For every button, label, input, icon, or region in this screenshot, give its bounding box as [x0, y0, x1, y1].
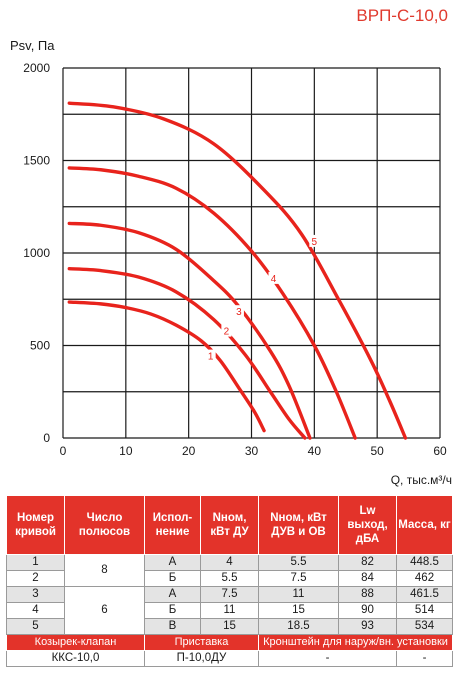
curve-label-5: 5: [312, 237, 318, 248]
y-tick-label: 1500: [23, 154, 50, 168]
cell-bracket-outdoor: -: [258, 650, 397, 667]
cell-mass: 534: [396, 618, 453, 635]
cell-bracket-indoor: -: [396, 650, 453, 667]
curve-2: [67, 267, 307, 440]
cell-curve: 2: [6, 570, 65, 587]
cell-curve: 5: [6, 618, 65, 635]
y-tick-label: 0: [43, 431, 50, 445]
cell-power-du: 15: [200, 618, 259, 635]
cell-power-duv: 15: [258, 602, 339, 619]
cell-power-du: 4: [200, 554, 259, 571]
curve-label-bg: [221, 324, 232, 337]
cell-power-duv: 11: [258, 586, 339, 603]
x-tick-label: 60: [433, 444, 447, 458]
cell-curve: 4: [6, 602, 65, 619]
chart-title: ВРП-С-10,0: [356, 6, 448, 25]
table-row: 3 6 А 7.5 11 88 461.5: [6, 586, 453, 635]
curve-label-bg: [205, 349, 216, 362]
curve-label-3: 3: [236, 307, 242, 318]
cell-lw: 93: [338, 618, 397, 635]
x-tick-label: 30: [245, 444, 259, 458]
cell-power-du: 7.5: [200, 586, 259, 603]
y-tick-label: 2000: [23, 61, 50, 75]
cell-mass: 462: [396, 570, 453, 587]
x-tick-label: 0: [60, 444, 67, 458]
y-tick-label: 1000: [23, 246, 50, 260]
cell-hood-valve: ККС-10,0: [6, 650, 145, 667]
cell-power-duv: 18.5: [258, 618, 339, 635]
cell-lw: 84: [338, 570, 397, 587]
cell-power-duv: 7.5: [258, 570, 339, 587]
spec-table: Номер кривой Число полюсов Испол-нение N…: [6, 495, 453, 667]
accessories-values-row: ККС-10,0 П-10,0ДУ - -: [6, 650, 453, 667]
cell-poles-6: 6: [64, 586, 145, 635]
cell-mass: 461.5: [396, 586, 453, 603]
curve-3: [67, 221, 312, 440]
curve-4: [67, 166, 357, 440]
x-tick-label: 50: [370, 444, 384, 458]
curve-label-bg: [309, 234, 320, 247]
curve-1: [67, 300, 266, 433]
cell-mass: 448.5: [396, 554, 453, 571]
cell-version: Б: [144, 602, 201, 619]
header-mass: Масса, кг: [396, 495, 453, 555]
curve-label-2: 2: [224, 327, 230, 338]
header-bracket: Кронштейн для наруж/вн. установки: [258, 634, 453, 651]
x-tick-label: 10: [119, 444, 133, 458]
curve-label-bg: [268, 271, 279, 284]
header-adapter: Приставка: [144, 634, 259, 651]
cell-adapter: П-10,0ДУ: [144, 650, 259, 667]
curve-label-bg: [233, 305, 244, 318]
cell-lw: 88: [338, 586, 397, 603]
cell-lw: 90: [338, 602, 397, 619]
header-poles: Число полюсов: [64, 495, 145, 555]
cell-power-du: 5.5: [200, 570, 259, 587]
cell-lw: 82: [338, 554, 397, 571]
x-tick-label: 20: [182, 444, 196, 458]
cell-curve: 3: [6, 586, 65, 603]
curve-5: [67, 101, 408, 440]
x-axis-label: Q, тыс.м³/ч: [391, 473, 452, 487]
cell-version: А: [144, 554, 201, 571]
cell-poles-8: 8: [64, 554, 145, 587]
y-tick-label: 500: [30, 339, 50, 353]
curve-label-1: 1: [208, 352, 214, 363]
y-axis-label: Psv, Па: [10, 38, 55, 53]
cell-power-du: 11: [200, 602, 259, 619]
header-lw: Lw выход, дБА: [338, 495, 397, 555]
header-version: Испол-нение: [144, 495, 201, 555]
cell-curve: 1: [6, 554, 65, 571]
table-row: 1 8 А 4 5.5 82 448.5: [6, 554, 453, 587]
accessories-header-row: Козырек-клапан Приставка Кронштейн для н…: [6, 634, 453, 651]
header-power-du: Nном, кВт ДУ: [200, 495, 259, 555]
x-tick-label: 40: [308, 444, 322, 458]
header-hood-valve: Козырек-клапан: [6, 634, 145, 651]
table-header-row: Номер кривой Число полюсов Испол-нение N…: [6, 495, 453, 555]
cell-mass: 514: [396, 602, 453, 619]
table-row: 4 Б 11 15 90 514: [6, 602, 453, 619]
tick-labels: 0 10 20 30 40 50 60 0 500 1000 1500 2000: [23, 61, 447, 458]
header-power-duv: Nном, кВт ДУВ и ОВ: [258, 495, 339, 555]
cell-version: В: [144, 618, 201, 635]
cell-version: А: [144, 586, 201, 603]
curve-label-4: 4: [271, 274, 277, 285]
cell-power-duv: 5.5: [258, 554, 339, 571]
header-curve: Номер кривой: [6, 495, 65, 555]
cell-version: Б: [144, 570, 201, 587]
